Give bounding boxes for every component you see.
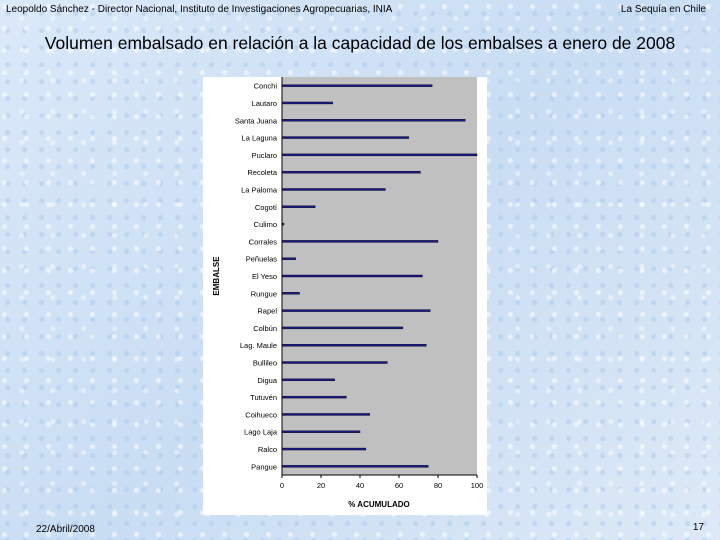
category-label-14: Colbún	[253, 324, 277, 333]
bar-17	[281, 378, 335, 382]
bar-2	[281, 119, 466, 122]
bar-6	[281, 188, 386, 191]
bar-1	[281, 101, 333, 105]
category-label-21: Ralco	[258, 445, 277, 454]
category-label-15: Lag. Maule	[240, 341, 277, 350]
x-tick-label-2: 40	[356, 481, 364, 490]
bar-10	[281, 257, 296, 260]
category-label-9: Corrales	[249, 237, 278, 246]
chart-panel: Conchi Lautaro Santa Juana La Laguna Puclaro…	[203, 77, 487, 515]
x-tick-label-5: 100	[471, 481, 484, 490]
bar-0	[281, 84, 433, 87]
bar-14	[281, 326, 404, 330]
bar-16	[281, 361, 388, 364]
category-label-12: Rungue	[251, 289, 277, 298]
bar-5	[281, 170, 421, 174]
bar-19	[281, 413, 370, 416]
footer-date: 22/Abril/2008	[36, 524, 95, 535]
bar-11	[281, 274, 423, 278]
category-label-1: Lautaro	[252, 99, 277, 108]
presentation-topic: La Sequía en Chile	[620, 4, 706, 15]
category-label-3: La Laguna	[242, 134, 278, 143]
category-label-11: El Yeso	[252, 272, 277, 281]
bar-22	[281, 465, 429, 468]
category-label-5: Recoleta	[247, 168, 277, 177]
bar-12	[281, 292, 300, 295]
category-label-7: Cogotí	[255, 203, 278, 212]
category-label-19: Coihueco	[245, 410, 277, 419]
category-label-8: Culimo	[254, 220, 277, 229]
category-label-18: Tutuvén	[250, 393, 277, 402]
bar-4	[281, 153, 478, 157]
x-axis-title: % ACUMULADO	[348, 500, 409, 509]
bar-15	[281, 344, 427, 347]
category-label-2: Santa Juana	[235, 116, 278, 125]
x-tick-label-4: 80	[434, 481, 442, 490]
x-tick-label-3: 60	[395, 481, 403, 490]
bar-18	[281, 395, 347, 399]
category-label-6: La Paloma	[241, 185, 278, 194]
category-label-22: Pangue	[251, 462, 277, 471]
category-label-4: Puclaro	[252, 151, 277, 160]
category-label-20: Lago Laja	[244, 428, 278, 437]
x-tick-label-0: 0	[280, 481, 284, 490]
bar-7	[281, 205, 316, 208]
presenter-credit: Leopoldo Sánchez - Director Nacional, In…	[6, 4, 393, 15]
x-tick-label-1: 20	[317, 481, 325, 490]
bar-20	[281, 430, 361, 433]
category-label-17: Digua	[257, 376, 277, 385]
category-label-13: Rapel	[257, 307, 277, 316]
bar-9	[281, 240, 439, 243]
reservoir-bar-chart: Conchi Lautaro Santa Juana La Laguna Puclaro…	[212, 77, 484, 509]
y-axis-title: EMBALSE	[212, 256, 221, 296]
category-label-16: Bullileo	[253, 359, 277, 368]
bar-13	[281, 309, 431, 312]
category-label-10: Peñuelas	[246, 255, 278, 264]
category-label-0: Conchi	[254, 82, 278, 91]
bar-3	[281, 136, 409, 139]
slide-title: Volumen embalsado en relación a la capac…	[44, 33, 676, 53]
bar-21	[281, 447, 367, 451]
page-number: 17	[692, 522, 704, 533]
